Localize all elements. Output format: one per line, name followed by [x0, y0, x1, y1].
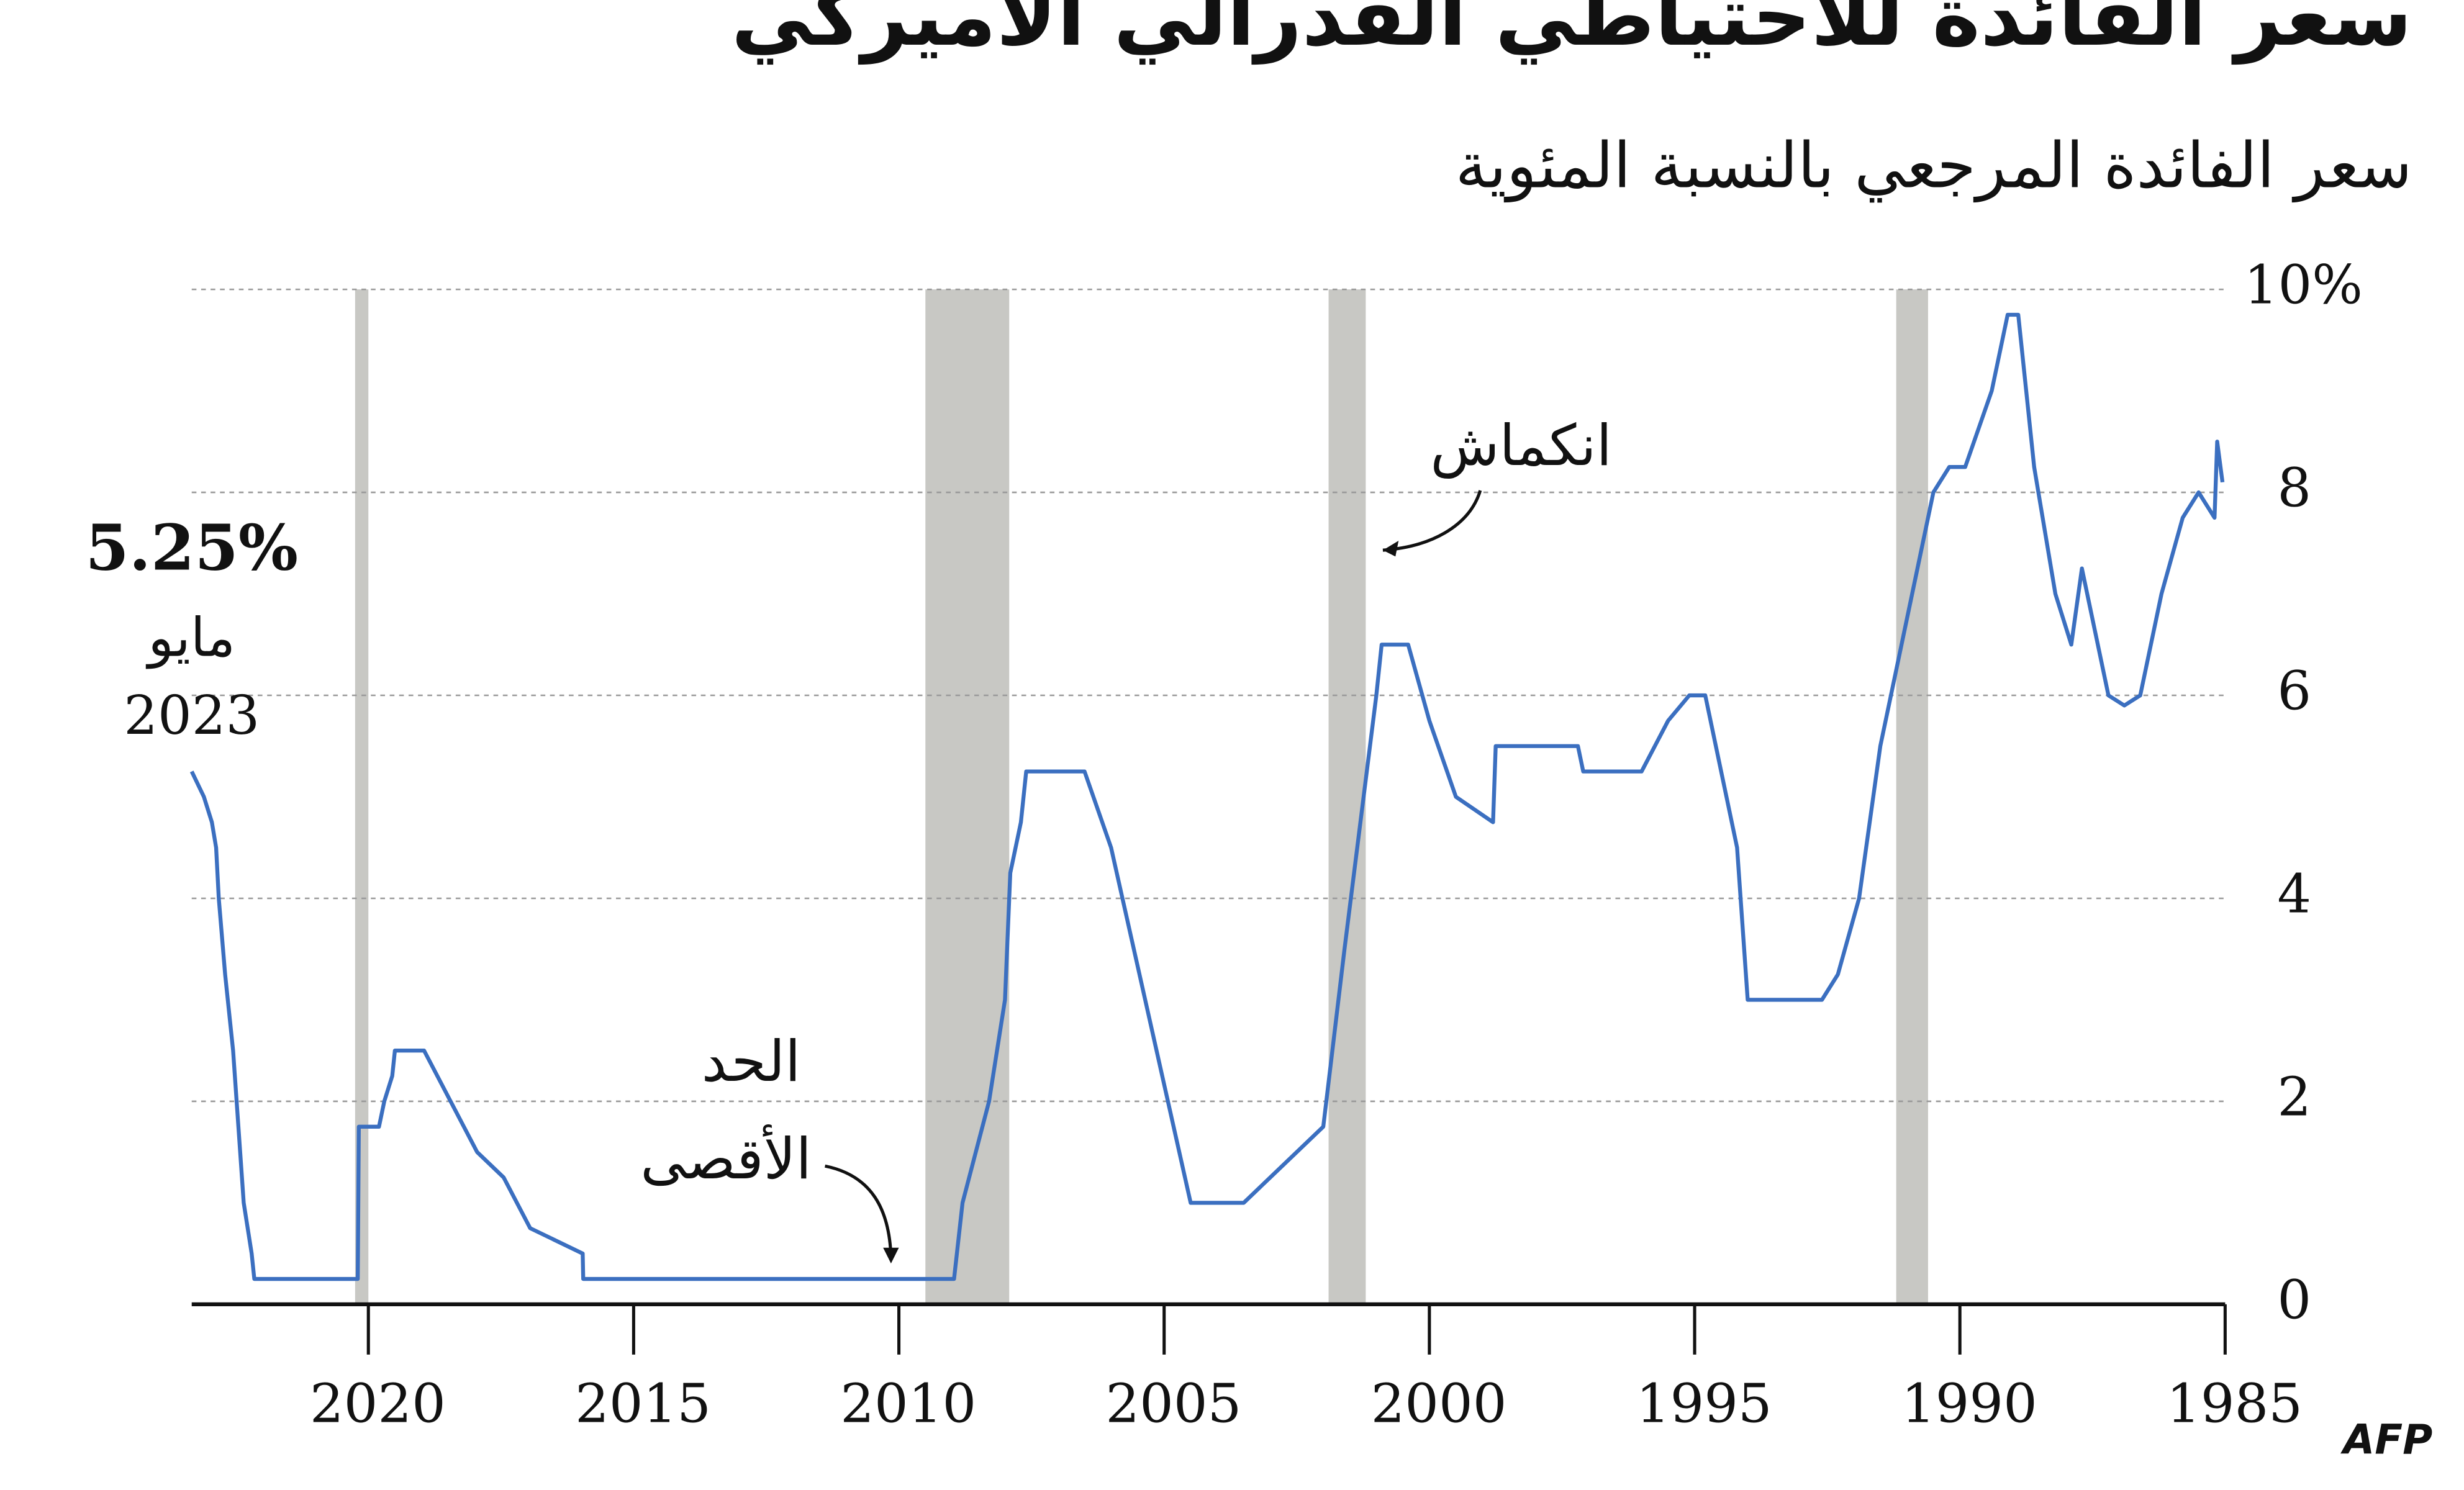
plot [189, 312, 2225, 1281]
chart-title: سعر الفائدة للاحتياطي الفدرالي الأميركي [732, 0, 2412, 65]
x-tick-label: 2015 [575, 1373, 711, 1435]
annotation: انكماش [1430, 413, 1612, 479]
grid: 0 2 4 6 8 10% 2020 2015 2010 2005 2000 1995 1990 1985 [191, 255, 2363, 1435]
annotation: الحد [702, 1029, 801, 1095]
rate-line [189, 312, 2225, 1281]
x-tick-label: 2005 [1105, 1373, 1241, 1435]
arrow [1382, 490, 1482, 552]
y-tick-label: 10% [2244, 255, 2363, 317]
x-tick-label: 2000 [1371, 1373, 1507, 1435]
y-tick-label: 0 [2277, 1269, 2311, 1331]
recession-band [355, 289, 369, 1304]
arrow-head [883, 1247, 899, 1264]
y-tick-label: 4 [2277, 863, 2311, 925]
annotation: 5.25% [85, 511, 298, 585]
x-tick-label: 2010 [840, 1373, 976, 1435]
arrow [825, 1164, 893, 1258]
recession-band [1328, 289, 1366, 1304]
recession-band [1896, 289, 1928, 1304]
y-tick-label: 8 [2277, 458, 2311, 520]
x-tick-label: 1990 [1901, 1373, 2037, 1435]
x-tick-label: 1985 [2167, 1373, 2303, 1435]
chart-subtitle: سعر الفائدة المرجعي بالنسبة المئوية [1456, 129, 2412, 203]
annotation: الأقصى [640, 1124, 812, 1192]
x-tick-label: 2020 [310, 1373, 446, 1435]
x-tick-label: 1995 [1636, 1373, 1772, 1435]
source-logo: AFP [2340, 1416, 2432, 1464]
recession-band [925, 289, 1010, 1304]
recession-bands [355, 289, 1928, 1304]
y-tick-label: 6 [2277, 661, 2311, 723]
annotation: مايو [145, 607, 235, 669]
y-tick-label: 2 [2277, 1066, 2311, 1128]
annotation: 2023 [124, 685, 260, 747]
arrow-head [1382, 541, 1399, 557]
